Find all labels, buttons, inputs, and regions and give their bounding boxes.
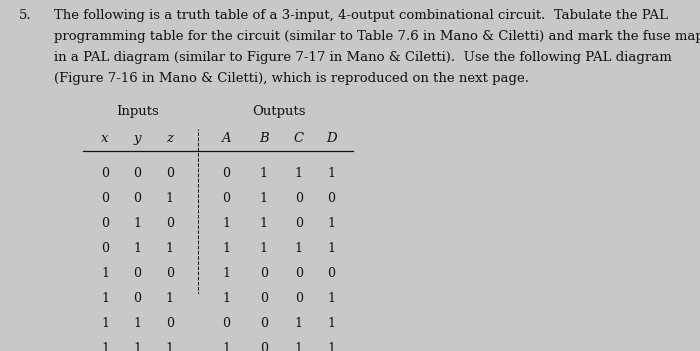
Text: in a PAL diagram (similar to Figure 7-17 in Mano & Ciletti).  Use the following : in a PAL diagram (similar to Figure 7-17…	[54, 51, 671, 64]
Text: 1: 1	[327, 167, 335, 180]
Text: 1: 1	[327, 342, 335, 351]
Text: 5.: 5.	[19, 9, 32, 22]
Text: 1: 1	[101, 267, 109, 280]
Text: 1: 1	[166, 242, 174, 255]
Text: 0: 0	[166, 317, 174, 330]
Text: The following is a truth table of a 3-input, 4-output combinational circuit.  Ta: The following is a truth table of a 3-in…	[54, 9, 668, 22]
Text: 0: 0	[166, 217, 174, 230]
Text: 0: 0	[101, 192, 109, 205]
Text: 0: 0	[260, 317, 268, 330]
Text: 0: 0	[101, 217, 109, 230]
Text: D: D	[326, 132, 337, 145]
Text: 0: 0	[166, 167, 174, 180]
Text: 0: 0	[222, 167, 230, 180]
Text: 0: 0	[260, 292, 268, 305]
Text: 1: 1	[327, 292, 335, 305]
Text: 0: 0	[260, 267, 268, 280]
Text: 0: 0	[295, 267, 303, 280]
Text: 1: 1	[222, 267, 230, 280]
Text: 1: 1	[133, 317, 141, 330]
Text: 0: 0	[101, 167, 109, 180]
Text: 1: 1	[101, 317, 109, 330]
Text: 1: 1	[166, 292, 174, 305]
Text: 1: 1	[327, 217, 335, 230]
Text: (Figure 7-16 in Mano & Ciletti), which is reproduced on the next page.: (Figure 7-16 in Mano & Ciletti), which i…	[54, 72, 529, 85]
Text: 1: 1	[222, 342, 230, 351]
Text: Outputs: Outputs	[252, 105, 305, 118]
Text: 1: 1	[295, 342, 303, 351]
Text: 0: 0	[222, 192, 230, 205]
Text: 1: 1	[295, 317, 303, 330]
Text: 0: 0	[295, 192, 303, 205]
Text: 1: 1	[260, 242, 268, 255]
Text: x: x	[102, 132, 108, 145]
Text: 0: 0	[260, 342, 268, 351]
Text: y: y	[134, 132, 141, 145]
Text: 1: 1	[260, 167, 268, 180]
Text: 1: 1	[133, 242, 141, 255]
Text: 1: 1	[327, 317, 335, 330]
Text: 0: 0	[295, 217, 303, 230]
Text: 1: 1	[166, 192, 174, 205]
Text: 1: 1	[260, 192, 268, 205]
Text: 0: 0	[133, 167, 141, 180]
Text: 1: 1	[222, 292, 230, 305]
Text: Inputs: Inputs	[116, 105, 159, 118]
Text: 1: 1	[133, 342, 141, 351]
Text: A: A	[221, 132, 231, 145]
Text: 1: 1	[327, 242, 335, 255]
Text: 1: 1	[133, 217, 141, 230]
Text: 1: 1	[295, 167, 303, 180]
Text: 0: 0	[222, 317, 230, 330]
Text: 1: 1	[166, 342, 174, 351]
Text: 1: 1	[260, 217, 268, 230]
Text: 0: 0	[295, 292, 303, 305]
Text: 1: 1	[222, 217, 230, 230]
Text: 0: 0	[166, 267, 174, 280]
Text: 0: 0	[327, 267, 335, 280]
Text: 1: 1	[101, 342, 109, 351]
Text: 1: 1	[222, 242, 230, 255]
Text: 0: 0	[133, 267, 141, 280]
Text: 0: 0	[101, 242, 109, 255]
Text: B: B	[259, 132, 269, 145]
Text: programming table for the circuit (similar to Table 7.6 in Mano & Ciletti) and m: programming table for the circuit (simil…	[54, 30, 700, 43]
Text: C: C	[294, 132, 304, 145]
Text: z: z	[166, 132, 173, 145]
Text: 0: 0	[133, 192, 141, 205]
Text: 1: 1	[295, 242, 303, 255]
Text: 0: 0	[327, 192, 335, 205]
Text: 0: 0	[133, 292, 141, 305]
Text: 1: 1	[101, 292, 109, 305]
